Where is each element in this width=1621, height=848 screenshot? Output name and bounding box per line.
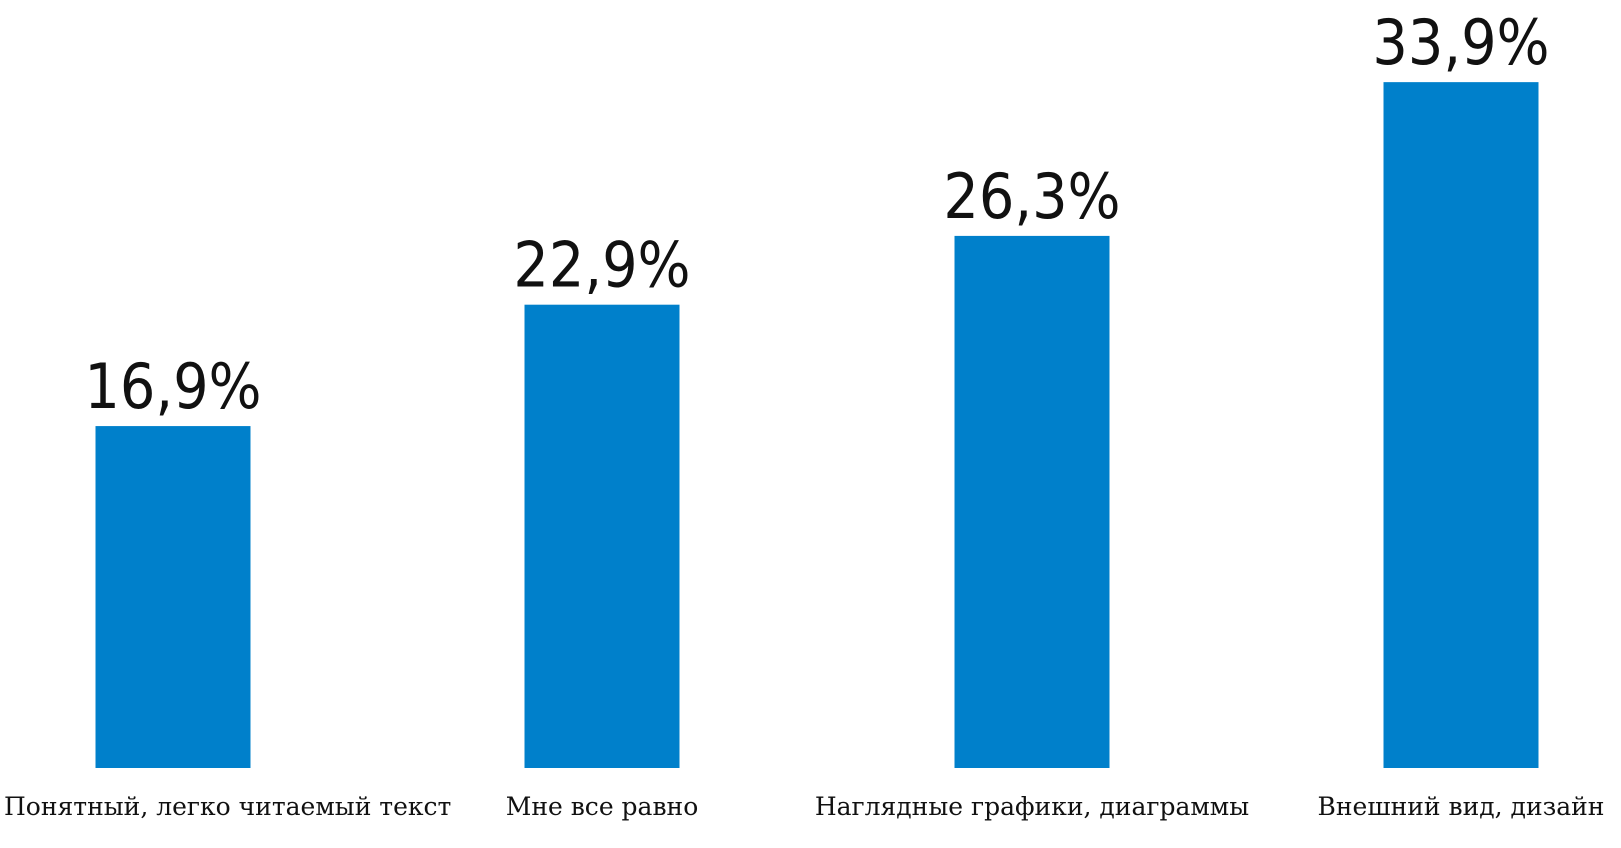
category-label-1: Мне все равно: [506, 792, 699, 821]
value-labels-group: 16,9% 22,9% 26,3% 33,9%: [84, 6, 1549, 423]
bar-2: [954, 235, 1110, 769]
value-label-1: 22,9%: [513, 229, 690, 302]
bar-3: [1383, 82, 1539, 768]
value-label-0: 16,9%: [84, 350, 261, 423]
bars-group: [95, 82, 1539, 769]
category-label-0: Понятный, легко читаемый текст: [4, 792, 451, 821]
value-label-3: 33,9%: [1372, 6, 1549, 79]
bar-1: [524, 304, 680, 768]
category-labels-group: Понятный, легко читаемый текст Мне все ра…: [4, 792, 1604, 821]
bar-0: [95, 426, 251, 768]
category-label-2: Наглядные графики, диаграммы: [815, 792, 1249, 821]
category-label-3: Внешний вид, дизайн: [1318, 792, 1605, 821]
value-label-2: 26,3%: [943, 160, 1120, 233]
